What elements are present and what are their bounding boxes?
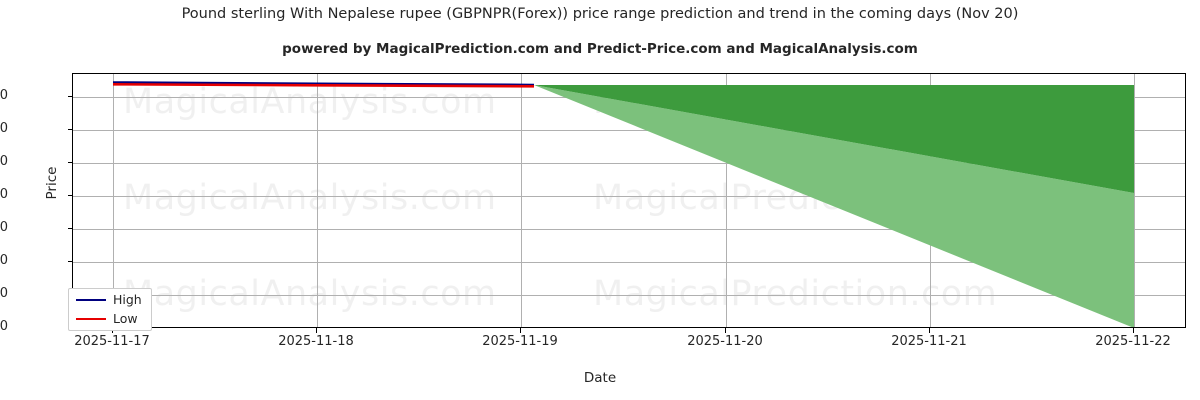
y-tickmark bbox=[68, 261, 73, 262]
legend-label-high: High bbox=[113, 292, 142, 307]
gridline-170 bbox=[73, 130, 1185, 131]
x-tickmark bbox=[520, 328, 521, 333]
y-axis-label: Price bbox=[44, 166, 60, 200]
y-tick-label: 130 bbox=[0, 253, 8, 268]
gridline-150 bbox=[73, 196, 1185, 197]
legend-item-high[interactable]: High bbox=[76, 292, 142, 307]
high-line bbox=[112, 81, 535, 87]
gridline-120 bbox=[73, 295, 1185, 296]
plot-inner: MagicalAnalysis.com MagicalPrediction.co… bbox=[73, 74, 1185, 327]
y-tickmark bbox=[68, 96, 73, 97]
y-tick-label: 160 bbox=[0, 154, 8, 169]
plot-area: MagicalAnalysis.com MagicalPrediction.co… bbox=[72, 73, 1186, 328]
upper-range-band bbox=[534, 85, 1134, 193]
lower-range-band bbox=[534, 85, 1134, 327]
legend-item-low[interactable]: Low bbox=[76, 310, 142, 326]
y-tick-label: 150 bbox=[0, 187, 8, 202]
data-layer bbox=[112, 81, 1134, 327]
y-tick-label: 110 bbox=[0, 319, 8, 334]
chart-subtitle: powered by MagicalPrediction.com and Pre… bbox=[282, 41, 918, 57]
x-tick-label: 2025-11-21 bbox=[891, 334, 967, 349]
legend-label-low: Low bbox=[113, 310, 138, 326]
legend-swatch-low-icon bbox=[76, 317, 106, 320]
gridline-2025-11-19 bbox=[521, 74, 522, 327]
y-tickmark bbox=[68, 162, 73, 163]
y-tick-label: 180 bbox=[0, 88, 8, 103]
x-tickmark bbox=[1133, 328, 1134, 333]
x-tick-label: 2025-11-22 bbox=[1095, 334, 1171, 349]
y-tickmark bbox=[68, 129, 73, 130]
x-tick-label: 2025-11-20 bbox=[687, 334, 763, 349]
x-tickmark bbox=[929, 328, 930, 333]
gridline-160 bbox=[73, 163, 1185, 164]
gridline-130 bbox=[73, 262, 1185, 263]
y-tickmark bbox=[68, 228, 73, 229]
gridline-2025-11-17 bbox=[113, 74, 114, 327]
gridline-2025-11-22 bbox=[1134, 74, 1135, 327]
x-tickmark bbox=[725, 328, 726, 333]
chart-legend[interactable]: High Low bbox=[68, 288, 152, 331]
legend-swatch-high-icon bbox=[76, 299, 106, 302]
x-tick-label: 2025-11-19 bbox=[482, 334, 558, 349]
y-tickmark bbox=[68, 195, 73, 196]
y-tick-label: 120 bbox=[0, 286, 8, 301]
x-axis-label: Date bbox=[583, 370, 617, 386]
low-line bbox=[112, 83, 535, 88]
x-tickmark bbox=[316, 328, 317, 333]
gridline-2025-11-20 bbox=[726, 74, 727, 327]
chart-title: Pound sterling With Nepalese rupee (GBPN… bbox=[181, 6, 1019, 22]
y-tick-label: 140 bbox=[0, 220, 8, 235]
y-tick-label: 170 bbox=[0, 121, 8, 136]
gridline-2025-11-18 bbox=[317, 74, 318, 327]
x-tick-label: 2025-11-18 bbox=[278, 334, 354, 349]
x-tick-label: 2025-11-17 bbox=[74, 334, 150, 349]
gridline-140 bbox=[73, 229, 1185, 230]
